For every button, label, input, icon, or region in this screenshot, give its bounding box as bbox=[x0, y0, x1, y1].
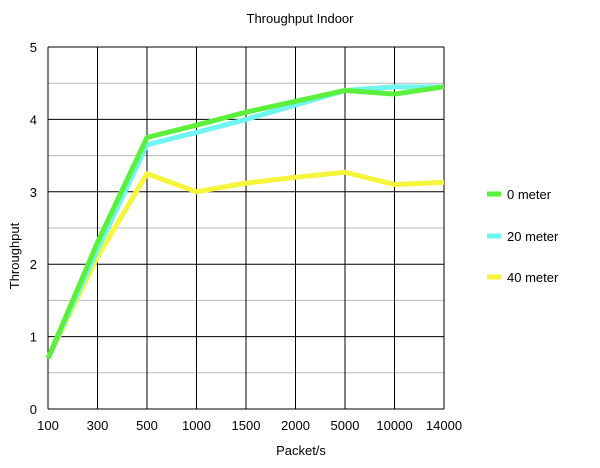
y-axis-label: Throughput bbox=[7, 222, 22, 289]
x-tick-label: 300 bbox=[87, 418, 109, 433]
x-tick-label: 500 bbox=[136, 418, 158, 433]
y-tick-label: 2 bbox=[30, 257, 37, 272]
legend-label: 20 meter bbox=[507, 229, 559, 244]
y-tick-label: 4 bbox=[30, 112, 37, 127]
x-tick-label: 10000 bbox=[376, 418, 412, 433]
y-tick-label: 5 bbox=[30, 40, 37, 55]
x-tick-label: 14000 bbox=[426, 418, 462, 433]
x-axis-label: Packet/s bbox=[276, 443, 326, 458]
chart-title: Throughput Indoor bbox=[247, 11, 355, 26]
legend-label: 0 meter bbox=[507, 187, 552, 202]
y-tick-label: 3 bbox=[30, 185, 37, 200]
x-tick-label: 1500 bbox=[232, 418, 261, 433]
x-tick-label: 1000 bbox=[182, 418, 211, 433]
y-tick-label: 0 bbox=[30, 402, 37, 417]
y-tick-label: 1 bbox=[30, 330, 37, 345]
x-tick-label: 100 bbox=[37, 418, 59, 433]
legend: 0 meter 20 meter 40 meter bbox=[487, 187, 559, 285]
x-tick-label: 2000 bbox=[281, 418, 310, 433]
legend-label: 40 meter bbox=[507, 270, 559, 285]
x-tick-label: 5000 bbox=[331, 418, 360, 433]
